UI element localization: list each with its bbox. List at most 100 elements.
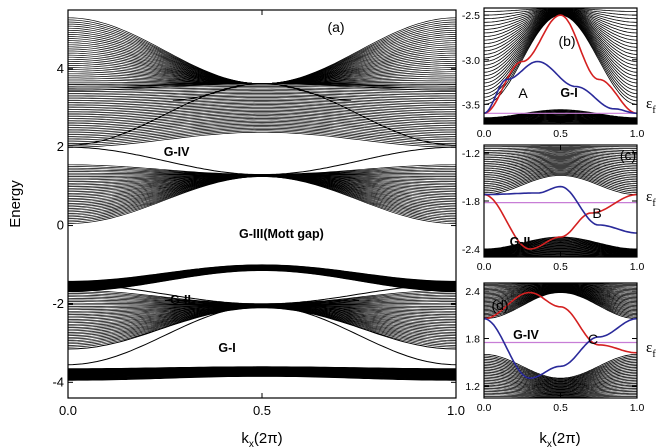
band-line-a-1-16 [68, 109, 456, 119]
edge-state-5 [165, 283, 456, 305]
x-axis-title-insets: kx(2π) [539, 430, 580, 447]
band-line-a-1-11 [68, 116, 456, 128]
edge-state-2 [184, 146, 456, 176]
band-line-a-1-17 [68, 108, 456, 118]
band-line-d-1-12 [484, 378, 637, 390]
band-line-a-1-25 [68, 97, 456, 103]
gap-annotation-2: G-II [170, 293, 191, 307]
band-line-d-1-23 [484, 360, 637, 382]
band-line-a-1-30 [68, 90, 456, 94]
band-line-c-0-12 [484, 161, 637, 173]
band-line-c-0-5 [484, 169, 637, 186]
band-line-d-1-19 [484, 366, 637, 385]
band-line-a-0-10 [68, 69, 456, 85]
fermi-label-subscript-d: f [652, 349, 656, 360]
bands-b [484, 8, 637, 124]
band-line-c-0-21 [484, 151, 637, 157]
band-line-a-4-33 [68, 293, 456, 305]
series-line-b-0 [484, 14, 637, 115]
band-line-c-0-9 [484, 164, 637, 179]
band-line-a-5-35 [68, 366, 456, 369]
band-line-d-1-11 [484, 379, 637, 391]
y-tick-label-b-2: -3.5 [462, 99, 480, 111]
band-line-a-1-21 [68, 102, 456, 110]
axes-layer [67, 7, 638, 399]
band-line-a-1-20 [68, 104, 456, 112]
band-line-a-1-18 [68, 106, 456, 116]
curve-layer [68, 14, 637, 380]
band-line-b-1-27 [484, 109, 637, 119]
fermi-label-subscript-c: f [652, 198, 656, 209]
panel-label-c: (c) [620, 147, 636, 163]
band-line-c-1-19 [484, 242, 637, 252]
band-line-a-2-0 [68, 176, 456, 224]
band-line-c-0-14 [484, 159, 637, 170]
y-tick-label-a-2: 0 [57, 218, 64, 233]
curves-d [484, 291, 637, 380]
band-line-a-1-22 [68, 101, 456, 109]
y-tick-label-d-1: 1.8 [465, 334, 480, 346]
fermi-label-b: εf [646, 96, 656, 116]
band-line-a-2-5 [68, 175, 456, 216]
x-axis-title-main-unit: (2π) [254, 430, 283, 447]
band-line-b-0-2 [484, 14, 637, 98]
band-line-c-0-8 [484, 166, 637, 181]
gap-label-b: G-I [560, 86, 577, 100]
band-line-a-1-24 [68, 98, 456, 105]
band-line-c-0-6 [484, 168, 637, 184]
band-line-d-1-13 [484, 376, 637, 389]
band-line-c-0-3 [484, 171, 637, 190]
band-line-c-0-19 [484, 153, 637, 161]
band-line-a-1-9 [68, 119, 456, 132]
band-line-a-1-1 [68, 130, 456, 146]
band-line-a-1-15 [68, 111, 456, 121]
band-line-a-1-10 [68, 118, 456, 130]
y-tick-label-a-0: -4 [52, 374, 64, 389]
band-line-a-1-33 [68, 86, 456, 89]
curves-b [484, 14, 637, 115]
band-line-a-2-22 [68, 174, 456, 187]
gap-annotation-3: G-I [218, 341, 235, 355]
band-line-d-1-15 [484, 373, 637, 388]
band-line-d-1-10 [484, 381, 637, 392]
x-tick-label-a-1: 0.5 [253, 403, 271, 418]
panel-label-b: (b) [558, 33, 575, 49]
x-axis-title-main-sub: x [249, 439, 254, 447]
band-line-c-0-22 [484, 150, 637, 155]
band-line-a-1-34 [68, 84, 456, 87]
band-line-c-0-18 [484, 154, 637, 162]
band-line-c-1-25 [484, 238, 637, 250]
x-tick-label-d-2: 1.0 [630, 402, 645, 414]
bands-a [68, 17, 456, 381]
y-tick-label-a-4: 4 [57, 61, 64, 76]
band-line-d-1-25 [484, 357, 637, 380]
band-line-c-0-16 [484, 157, 637, 166]
x-tick-label-a-0: 0.0 [59, 403, 77, 418]
band-line-d-1-7 [484, 386, 637, 394]
y-tick-label-c-0: -1.2 [462, 148, 480, 160]
band-line-a-1-27 [68, 94, 456, 100]
y-tick-label-b-0: -2.5 [462, 10, 480, 22]
edge-state-7 [68, 305, 456, 366]
y-tick-label-a-3: 2 [57, 139, 64, 154]
gap-label-d: G-IV [513, 328, 539, 342]
gap-label-c: G-II [510, 235, 531, 249]
band-line-a-1-3 [68, 127, 456, 143]
band-line-c-0-2 [484, 172, 637, 192]
gap-annotation-0: G-IV [164, 145, 190, 159]
x-tick-label-c-0: 0.0 [477, 261, 492, 273]
band-line-d-1-26 [484, 355, 637, 380]
fermi-label-c: εf [646, 189, 656, 209]
band-line-a-4-16 [68, 305, 456, 322]
band-line-d-1-27 [484, 354, 637, 379]
band-line-a-1-28 [68, 93, 456, 98]
y-tick-label-c-2: -2.4 [462, 244, 480, 256]
band-line-c-0-7 [484, 167, 637, 183]
panel-label-a: (a) [327, 19, 344, 35]
x-tick-label-c-1: 0.5 [553, 261, 568, 273]
band-line-a-1-29 [68, 91, 456, 96]
band-line-d-1-9 [484, 383, 637, 392]
series-line-b-1 [484, 60, 637, 115]
band-line-b-0-5 [484, 13, 637, 87]
